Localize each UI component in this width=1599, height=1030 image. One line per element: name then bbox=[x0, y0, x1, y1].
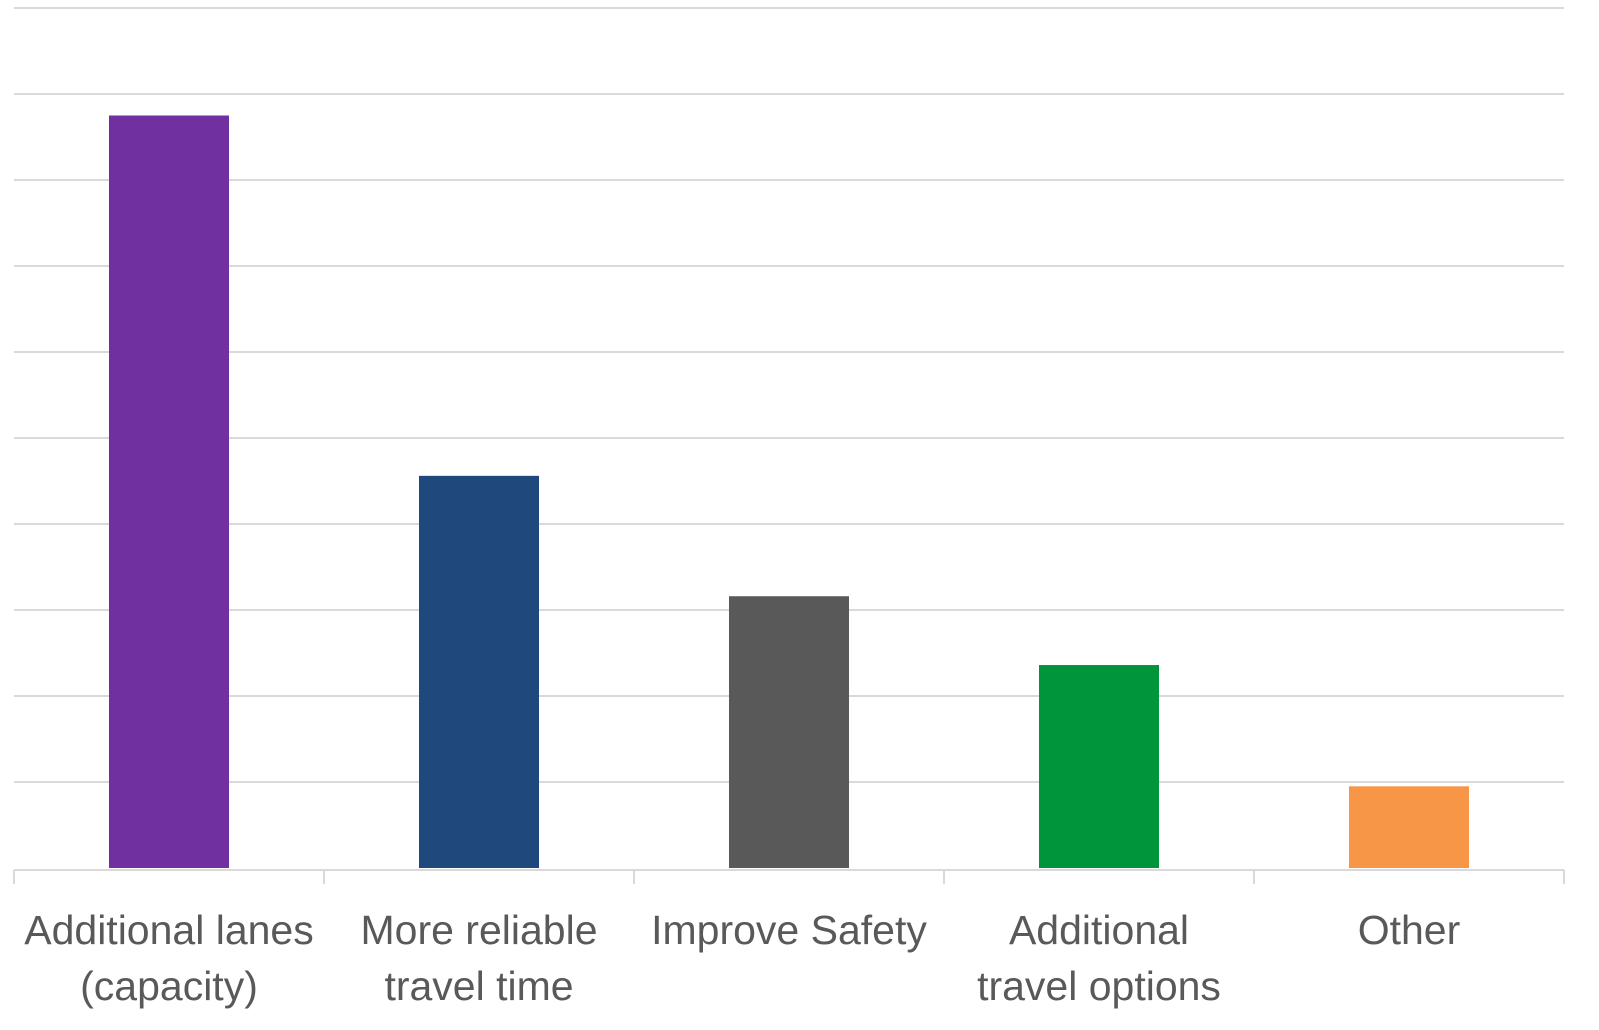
bars bbox=[109, 115, 1469, 868]
x-tick-label-line: (capacity) bbox=[80, 963, 258, 1009]
bar bbox=[1349, 786, 1469, 868]
bar bbox=[419, 475, 539, 868]
x-tick-label-line: Additional bbox=[1009, 907, 1189, 953]
x-tick-label-line: travel options bbox=[977, 963, 1221, 1009]
x-tick-label: More reliable travel time bbox=[361, 907, 598, 1009]
bar bbox=[109, 115, 229, 868]
category-labels: Additional lanes (capacity) More reliable t… bbox=[24, 907, 1460, 1009]
x-tick-label: Improve Safety bbox=[651, 907, 927, 953]
x-tick-label: Other bbox=[1358, 907, 1461, 953]
x-tick-label-line: Improve Safety bbox=[651, 907, 927, 953]
x-tick-label: Additional travel options bbox=[977, 907, 1221, 1009]
x-tick-label-line: Other bbox=[1358, 907, 1461, 953]
x-tick-label-line: Additional lanes bbox=[24, 907, 313, 953]
x-axis bbox=[13, 869, 1565, 884]
bar bbox=[729, 596, 849, 868]
x-tick-label: Additional lanes (capacity) bbox=[24, 907, 313, 1009]
gridlines bbox=[14, 7, 1564, 783]
bar bbox=[1039, 665, 1159, 868]
x-tick-label-line: More reliable bbox=[361, 907, 598, 953]
x-tick-label-line: travel time bbox=[384, 963, 573, 1009]
